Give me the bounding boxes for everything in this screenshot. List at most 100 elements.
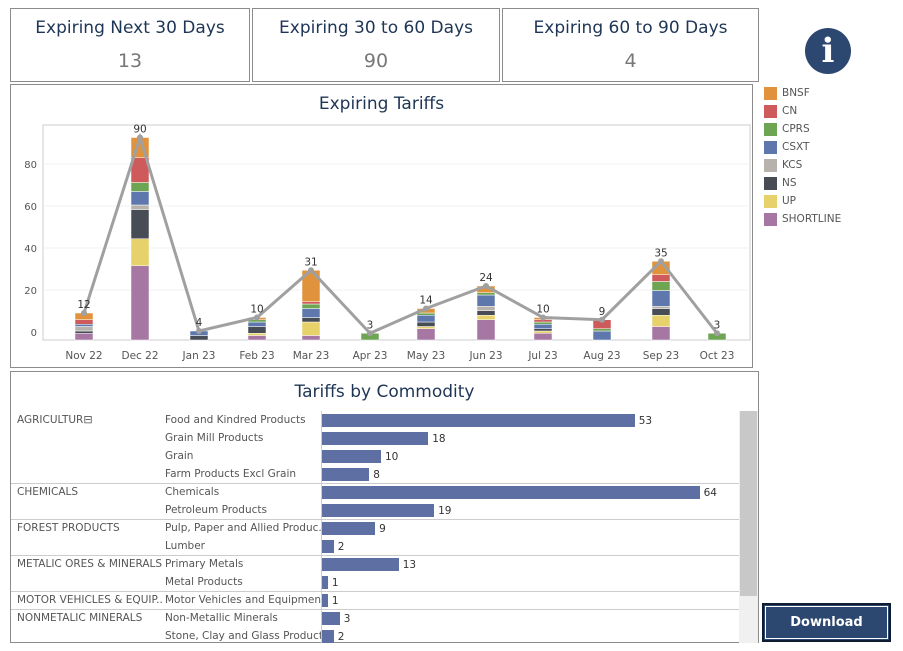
legend-swatch [764,158,777,172]
commodity-bar[interactable] [322,612,340,625]
commodity-label: Primary Metals [165,558,244,570]
legend-label: CN [782,105,798,117]
bar-segment-up [533,330,553,334]
data-label: 9 [599,306,606,318]
bar-segment-up [416,326,436,329]
group-name: MOTOR VEHICLES & EQUIP.. [17,594,163,606]
bar-value-label: 64 [703,487,717,499]
legend-item-cn[interactable]: CN [764,102,841,120]
commodity-bar[interactable] [322,504,435,517]
legend-item-shortline[interactable]: SHORTLINE [764,210,841,228]
legend-item-bnsf[interactable]: BNSF [764,84,841,102]
bar-segment-ns [74,330,94,334]
commodity-bar[interactable] [322,630,334,643]
group-label: AGRICULTUR⊟ [17,411,167,429]
commodity-label: Petroleum Products [165,504,267,516]
legend-label: KCS [782,159,803,171]
bar-segment-up [247,333,267,336]
legend-label: SHORTLINE [782,213,842,225]
bar-segment-csxt [130,191,150,206]
group-label: FOREST PRODUCTS [17,519,167,537]
commodity-bar[interactable] [322,414,635,427]
download-button[interactable]: Download [762,603,891,642]
data-label: 24 [479,272,493,284]
axis-line [321,411,322,643]
bar-segment-ns [416,321,436,327]
commodity-bar[interactable] [322,540,334,553]
line-point [540,314,546,321]
minus-box-icon[interactable]: ⊟ [83,413,93,426]
x-tick-label: Oct 23 [700,350,735,362]
kpi-value: 4 [624,50,637,72]
group-label: NONMETALIC MINERALS [17,609,167,627]
bar-segment-ns [533,328,553,332]
bar-segment-up [301,321,321,336]
commodity-bar[interactable] [322,486,700,499]
x-tick-label: May 23 [407,350,445,362]
expiring-tariffs-panel: Expiring Tariffs 0 20 40 60 80 Nov 22 Dec 22 Ja… [10,84,753,368]
commodity-bar[interactable] [322,468,370,481]
data-label: 10 [536,304,549,316]
data-label: 14 [419,295,433,307]
bar-segment-ns [651,308,671,316]
commodity-table: AGRICULTUR⊟ Food and Kindred Products 53 Gr… [11,411,758,643]
commodity-label: Grain [165,450,194,462]
chart-title: Tariffs by Commodity [294,382,475,402]
commodity-label: Chemicals [165,486,220,498]
legend-swatch [764,86,777,100]
y-tick-label: 0 [31,328,37,339]
group-divider [11,519,739,520]
bar-segment-ns [301,317,321,323]
group-name: FOREST PRODUCTS [17,522,120,534]
commodity-bar[interactable] [322,450,381,463]
legend-item-up[interactable]: UP [764,192,841,210]
legend-swatch [764,140,777,154]
commodity-bar[interactable] [322,432,429,445]
group-name: NONMETALIC MINERALS [17,612,143,624]
bar-segment-up [651,315,671,327]
bar-segment-csxt [247,321,267,327]
bar-segment-cn [74,319,94,325]
scrollbar[interactable] [739,411,758,643]
bar-value-label: 10 [385,451,399,463]
x-tick-label: Jun 23 [468,350,502,362]
bar-value-label: 53 [638,415,653,427]
scrollbar-thumb[interactable] [740,411,757,596]
legend-swatch [764,194,777,208]
bar-segment-ns [189,335,209,341]
bar-segment-kcs [130,204,150,210]
data-label: 90 [133,124,146,136]
legend-item-csxt[interactable]: CSXT [764,138,841,156]
bar-segment-csxt [476,294,496,307]
kpi-value: 13 [117,50,143,72]
bar-segment-cn [301,301,321,305]
legend-item-kcs[interactable]: KCS [764,156,841,174]
line-point [714,330,720,337]
x-tick-label: Jul 23 [527,350,557,362]
commodity-label: Lumber [165,540,205,552]
commodity-bar[interactable] [322,558,399,571]
bar-value-label: 1 [331,595,339,607]
bar-segment-ns [476,310,496,316]
commodity-label: Food and Kindred Products [165,414,306,426]
group-name: CHEMICALS [17,486,79,498]
legend-item-cprs[interactable]: CPRS [764,120,841,138]
data-label: 3 [714,319,721,331]
kpi-next-30-days: Expiring Next 30 Days 13 [10,8,250,82]
bar-segment-kcs [651,306,671,309]
bar-value-label: 2 [337,541,345,553]
info-circle-icon[interactable]: i [805,28,851,74]
bar-segment-cn [651,274,671,282]
line-point [423,305,429,312]
kpi-title: Expiring Next 30 Days [35,18,225,38]
commodity-bar[interactable] [322,594,328,607]
legend-item-ns[interactable]: NS [764,174,841,192]
commodity-bar[interactable] [322,522,376,535]
x-tick-label: Sep 23 [643,350,680,362]
kpi-30-to-60-days: Expiring 30 to 60 Days 90 [252,8,500,82]
bar-segment-shortline [533,333,553,341]
bar-segment-csxt [301,308,321,318]
commodity-bar[interactable] [322,576,328,589]
bar-segment-shortline [476,319,496,341]
bar-value-label: 3 [343,613,351,625]
